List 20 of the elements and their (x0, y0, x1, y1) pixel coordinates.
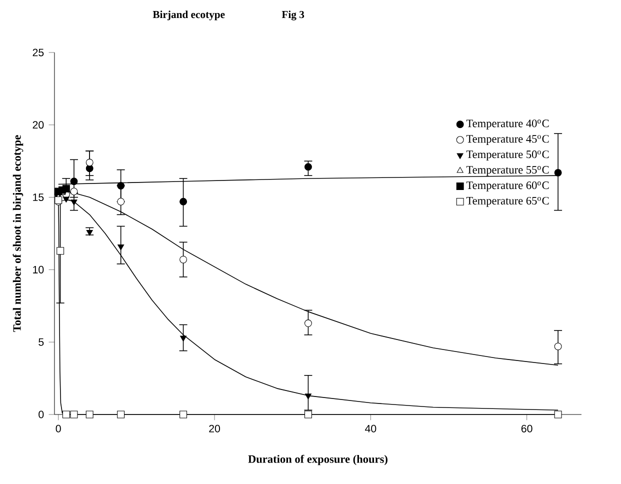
x-tick-label: 20 (209, 424, 220, 432)
x-tick-label: 0 (56, 424, 61, 432)
legend-label: Temperature 60$^{o}$C (466, 181, 549, 192)
legend-label: Temperature 45$^{o}$C (466, 135, 549, 145)
y-tick-label: 20 (32, 121, 44, 129)
y-tick-label: 25 (32, 48, 44, 56)
x-tick-label: 40 (365, 424, 376, 432)
y-tick-label: 0 (38, 410, 44, 418)
chart-title: Birjand ecotype (152, 10, 225, 20)
x-tick-label: 60 (521, 424, 532, 432)
x-axis-title: Duration of exposure (hours) (248, 454, 388, 466)
legend-label: Temperature 40$^{o}$C (466, 120, 549, 130)
legend-label: Temperature 55$^{o}$C (466, 166, 549, 176)
legend-label: Temperature 65$^{o}$C (466, 196, 549, 207)
y-tick-label: 5 (38, 338, 44, 346)
chart-subtitle: Fig 3 (282, 10, 304, 20)
y-tick-label: 10 (33, 266, 44, 274)
y-axis-title: Total number of shoot in birjand ecotype (12, 135, 24, 332)
legend-label: Temperature 50$^{o}$C (466, 150, 549, 160)
y-tick-label: 15 (33, 194, 44, 201)
